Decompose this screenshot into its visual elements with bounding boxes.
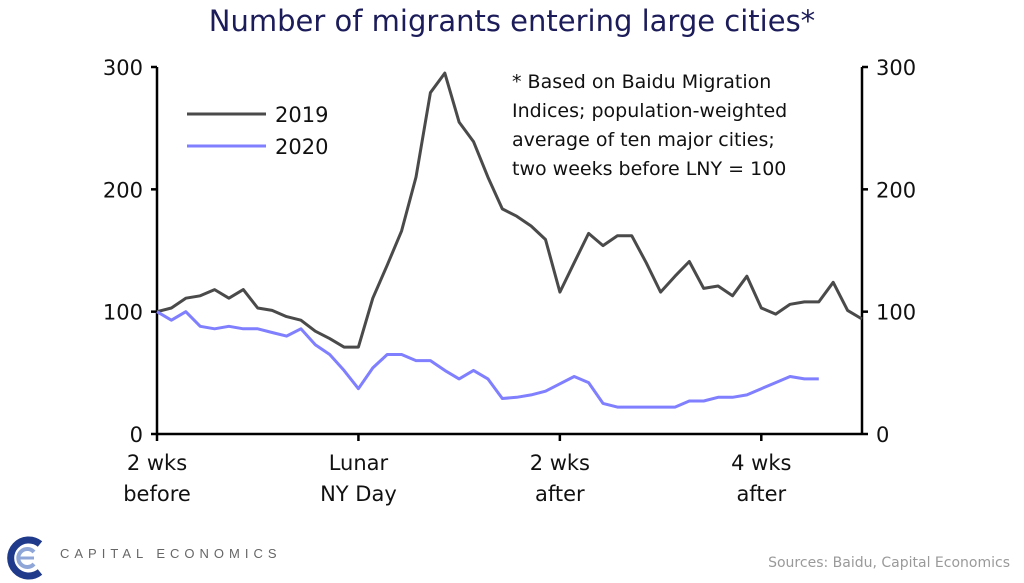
x-tick-label: 2 wks [127,451,187,475]
x-tick-label: NY Day [320,482,397,506]
x-tick-label: 2 wks [530,451,590,475]
x-tick-label: 4 wks [731,451,791,475]
y-tick-label-left: 300 [103,56,143,80]
x-tick-label: before [123,482,191,506]
footnote-line: average of ten major cities; [512,129,775,151]
y-tick-label-right: 100 [876,301,916,325]
capital-economics-logo-icon [7,536,43,580]
brand-name: CAPITAL ECONOMICS [60,546,282,561]
legend-label-2020: 2020 [275,135,328,159]
series-line-2020 [156,310,819,409]
y-tick-label-left: 100 [103,301,143,325]
x-tick-label: Lunar [329,451,389,475]
y-tick-label-right: 0 [876,423,889,447]
footnote-line: two weeks before LNY = 100 [512,158,786,180]
y-tick-label-right: 200 [876,178,916,202]
footnote-line: Indices; population-weighted [512,100,787,122]
y-tick-label-left: 0 [130,423,143,447]
y-tick-label-right: 300 [876,56,916,80]
x-tick-label: after [736,482,786,506]
footnote-line: * Based on Baidu Migration [512,71,771,93]
chart-title: Number of migrants entering large cities… [208,4,816,38]
y-tick-label-left: 200 [103,178,143,202]
series-line-2019 [156,71,863,349]
sources-note: Sources: Baidu, Capital Economics [768,555,1010,571]
legend-label-2019: 2019 [275,103,328,127]
x-tick-label: after [535,482,585,506]
